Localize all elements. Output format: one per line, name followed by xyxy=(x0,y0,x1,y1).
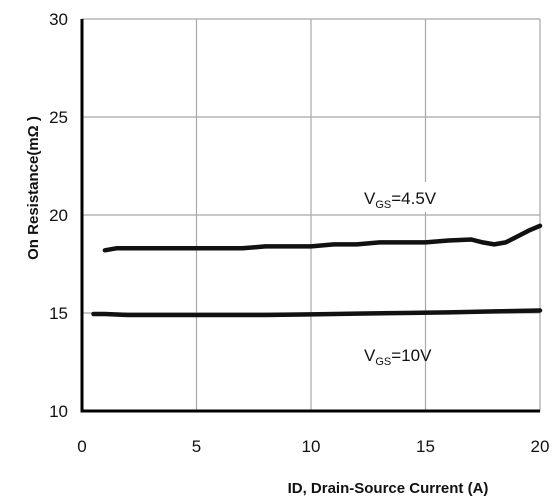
plot-frame xyxy=(80,18,541,413)
x-tick-label: 10 xyxy=(302,437,321,456)
x-tick-label: 5 xyxy=(192,437,201,456)
series-label-backdrop xyxy=(356,182,468,212)
y-axis-title: On Resistance(mΩ ) xyxy=(25,116,42,260)
series-labels: VGS=4.5V VGS=10V xyxy=(356,182,468,368)
x-tick-labels: 0 5 10 15 20 xyxy=(77,437,549,456)
series-line-1 xyxy=(91,308,543,318)
y-tick-label: 25 xyxy=(49,108,68,127)
y-tick-label: 30 xyxy=(49,10,68,29)
series-lines xyxy=(91,223,543,318)
series-label-1: VGS=10V xyxy=(364,346,432,368)
y-tick-label: 10 xyxy=(49,402,68,421)
grid-lines xyxy=(82,19,540,411)
x-axis-title: ID, Drain-Source Current (A) xyxy=(288,480,489,497)
y-tick-label: 20 xyxy=(49,206,68,225)
x-tick-label: 0 xyxy=(77,437,86,456)
x-tick-label: 15 xyxy=(416,437,435,456)
series-line-0 xyxy=(102,223,543,253)
y-tick-label: 15 xyxy=(49,304,68,323)
x-tick-label: 20 xyxy=(531,437,550,456)
y-tick-labels: 10 15 20 25 30 xyxy=(49,10,68,421)
series-label-0: VGS=4.5V xyxy=(364,189,437,211)
